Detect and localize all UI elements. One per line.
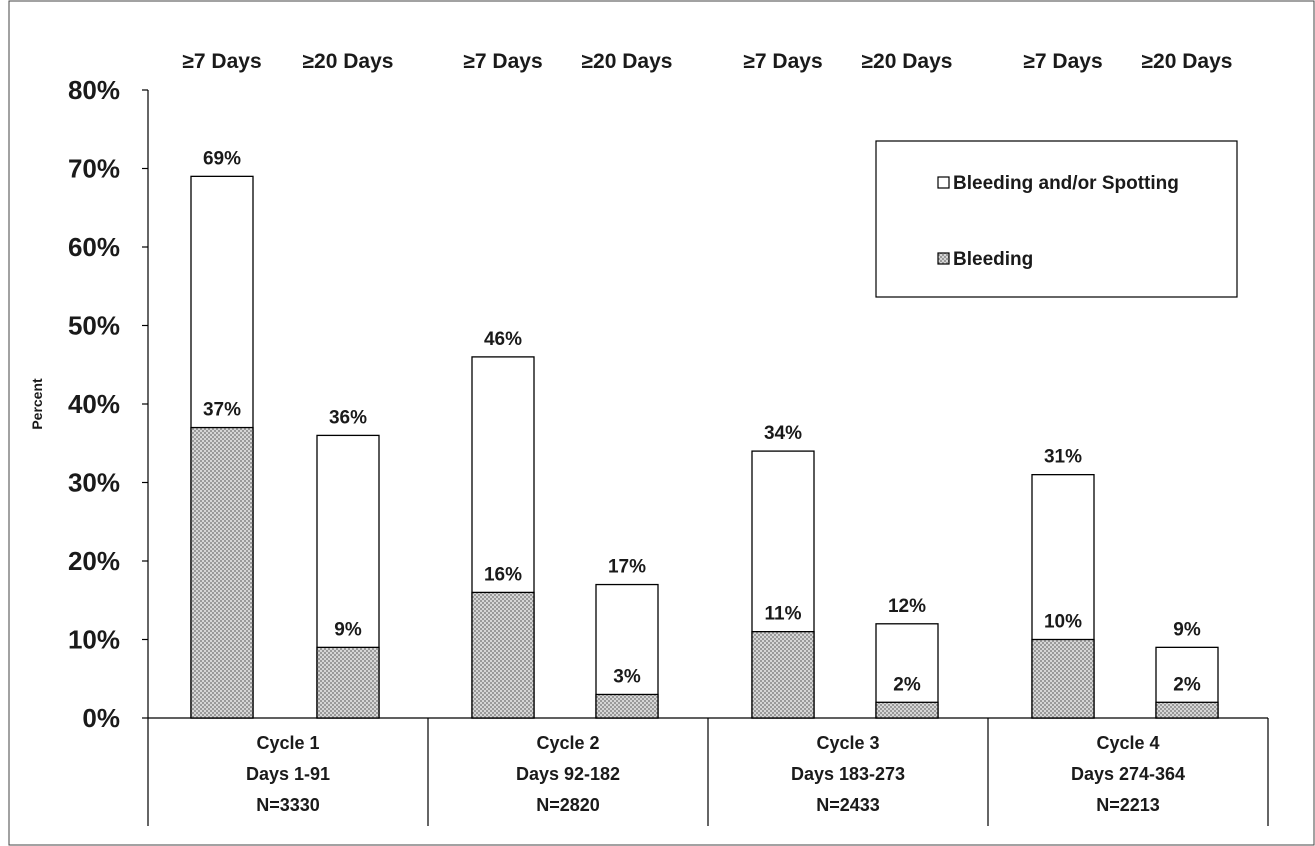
- group-label-line: Days 274-364: [1071, 764, 1185, 784]
- y-tick-label: 0%: [82, 703, 120, 733]
- data-label-bleeding-spotting: 31%: [1044, 447, 1082, 468]
- group-label-line: N=3330: [256, 795, 320, 815]
- bar-duration-label: ≥7 Days: [743, 50, 822, 73]
- group-label-line: Cycle 3: [816, 733, 879, 753]
- y-tick-label: 70%: [68, 154, 120, 184]
- bar-duration-label: ≥20 Days: [582, 50, 673, 73]
- data-label-bleeding: 3%: [613, 666, 641, 687]
- bars: [190, 175, 1219, 719]
- labels: Cycle 1 Days 1-91 N=3330 Cycle 2 Days 92-182…: [182, 50, 1232, 815]
- data-label-bleeding: 11%: [765, 604, 802, 625]
- group-label-line: N=2433: [816, 795, 880, 815]
- legend-label-bleeding-spotting: Bleeding and/or Spotting: [953, 173, 1179, 194]
- data-label-bleeding: 37%: [203, 400, 241, 421]
- group-label-line: Cycle 2: [536, 733, 599, 753]
- legend-label-bleeding: Bleeding: [953, 249, 1033, 270]
- y-tick-label: 80%: [68, 75, 120, 105]
- legend-box: [875, 140, 1238, 298]
- bar-duration-label: ≥7 Days: [1023, 50, 1102, 73]
- bar-bleeding: [471, 591, 535, 719]
- group-label-line: N=2213: [1096, 795, 1160, 815]
- data-label-bleeding: 10%: [1044, 612, 1082, 633]
- data-label-bleeding-spotting: 9%: [1173, 619, 1201, 640]
- data-label-bleeding-spotting: 46%: [484, 329, 522, 350]
- y-tick-label: 50%: [68, 311, 120, 341]
- data-label-bleeding-spotting: 12%: [888, 596, 926, 617]
- group-label-line: N=2820: [536, 795, 600, 815]
- legend: Bleeding and/or Spotting Bleeding: [875, 140, 1238, 298]
- y-tick-label: 30%: [68, 468, 120, 498]
- bar-duration-label: ≥7 Days: [182, 50, 261, 73]
- bar-duration-label: ≥20 Days: [862, 50, 953, 73]
- bar-duration-label: ≥7 Days: [463, 50, 542, 73]
- bar-bleeding: [316, 646, 380, 719]
- y-tick-label: 10%: [68, 625, 120, 655]
- y-tick-label: 20%: [68, 546, 120, 576]
- bar-bleeding: [751, 631, 815, 719]
- bar-bleeding: [1031, 638, 1095, 719]
- y-tick-label: 60%: [68, 232, 120, 262]
- bar-duration-label: ≥20 Days: [303, 50, 394, 73]
- group-label-line: Days 92-182: [516, 764, 620, 784]
- group-label-line: Days 1-91: [246, 764, 330, 784]
- legend-swatch-bleeding-spotting: [937, 176, 950, 189]
- data-label-bleeding: 16%: [484, 564, 522, 585]
- bar-bleeding: [1155, 701, 1219, 719]
- y-axis-title: Percent: [29, 378, 45, 430]
- group-label-line: Cycle 4: [1096, 733, 1159, 753]
- data-label-bleeding-spotting: 17%: [608, 557, 646, 578]
- data-label-bleeding: 2%: [1173, 674, 1201, 695]
- bar-bleeding: [595, 693, 659, 719]
- y-tick-label: 40%: [68, 389, 120, 419]
- axes: 0% 10% 20% 30% 40% 50% 60% 70% 80% Percent: [29, 75, 1269, 826]
- group-label-line: Cycle 1: [256, 733, 319, 753]
- bar-bleeding: [875, 701, 939, 719]
- data-label-bleeding: 2%: [893, 674, 921, 695]
- bar-duration-label: ≥20 Days: [1142, 50, 1233, 73]
- bar-bleeding: [190, 426, 254, 719]
- legend-swatch-bleeding: [937, 252, 950, 265]
- data-label-bleeding-spotting: 36%: [329, 407, 367, 428]
- group-label-line: Days 183-273: [791, 764, 905, 784]
- data-label-bleeding-spotting: 34%: [764, 423, 802, 444]
- data-label-bleeding: 9%: [334, 619, 362, 640]
- data-label-bleeding-spotting: 69%: [203, 148, 241, 169]
